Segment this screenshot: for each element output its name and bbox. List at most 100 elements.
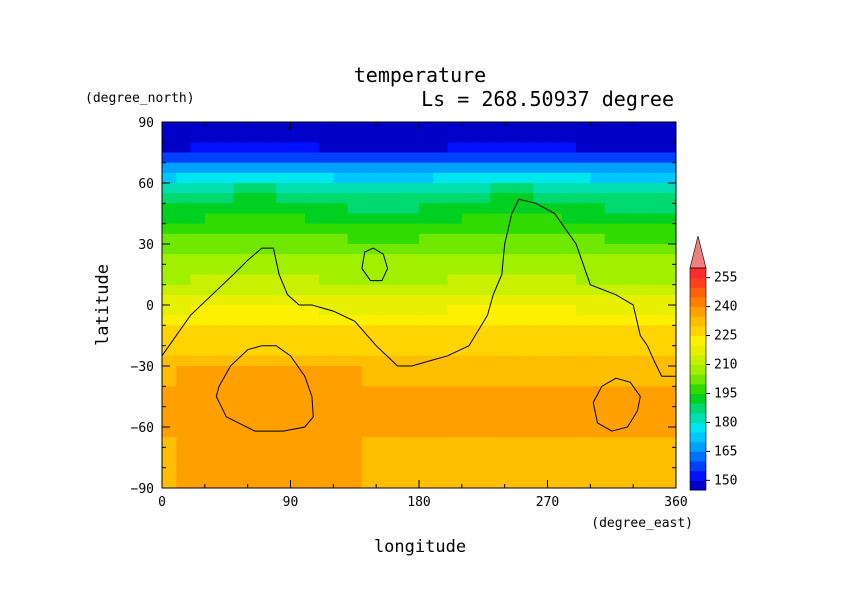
heatmap-cell xyxy=(433,122,449,133)
heatmap-cell xyxy=(533,233,549,245)
heatmap-cell xyxy=(561,132,577,143)
heatmap-cell xyxy=(561,467,577,479)
heatmap-cell xyxy=(333,254,349,265)
heatmap-cell xyxy=(518,447,534,459)
heatmap-cell xyxy=(633,264,649,276)
heatmap-cell xyxy=(176,223,192,235)
heatmap-cell xyxy=(276,193,292,204)
heatmap-cell xyxy=(219,274,234,286)
heatmap-cell xyxy=(261,264,277,276)
heatmap-cell xyxy=(176,386,192,398)
heatmap-cell xyxy=(504,376,520,387)
heatmap-cell xyxy=(576,305,591,316)
heatmap-cell xyxy=(304,142,320,154)
heatmap-cell xyxy=(162,193,177,204)
heatmap-cell xyxy=(176,406,192,418)
heatmap-cell xyxy=(219,284,234,296)
heatmap-cell xyxy=(518,355,534,367)
heatmap-cell xyxy=(604,366,620,377)
heatmap-cell xyxy=(304,213,320,225)
heatmap-cell xyxy=(290,122,306,133)
heatmap-cell xyxy=(547,233,563,245)
heatmap-cell xyxy=(319,264,334,276)
heatmap-cell xyxy=(433,477,449,488)
heatmap-cell xyxy=(504,264,520,276)
heatmap-cell xyxy=(290,376,306,387)
heatmap-cell xyxy=(361,406,377,418)
heatmap-cell xyxy=(618,152,634,164)
heatmap-cell xyxy=(204,254,220,265)
heatmap-cell xyxy=(547,152,563,164)
heatmap-cell xyxy=(561,223,577,235)
heatmap-cell xyxy=(347,203,363,215)
contour-line xyxy=(361,247,389,282)
heatmap-cell xyxy=(419,203,434,215)
heatmap-cell xyxy=(447,305,463,316)
heatmap-cell xyxy=(404,315,420,326)
heatmap-cell xyxy=(490,193,506,204)
heatmap-cell xyxy=(247,345,263,357)
heatmap-cell xyxy=(190,335,206,347)
heatmap-cell xyxy=(504,213,520,225)
heatmap-cell xyxy=(276,172,292,184)
heatmap-cell xyxy=(647,264,663,276)
heatmap-cell xyxy=(347,437,363,448)
x-axis-title: longitude xyxy=(374,537,466,557)
heatmap-cell xyxy=(647,183,663,194)
heatmap-cell xyxy=(276,233,292,245)
heatmap-cell xyxy=(533,355,549,367)
heatmap-cell xyxy=(376,325,392,337)
heatmap-cell xyxy=(633,427,649,438)
heatmap-cell xyxy=(176,396,192,408)
heatmap-cell xyxy=(361,223,377,235)
heatmap-cell xyxy=(433,233,449,245)
heatmap-cell xyxy=(604,437,620,448)
heatmap-cell xyxy=(576,203,591,215)
heatmap-cell xyxy=(290,467,306,479)
heatmap-cell xyxy=(633,254,649,265)
heatmap-cell xyxy=(376,172,392,184)
heatmap-cell xyxy=(647,457,663,469)
heatmap-cell xyxy=(176,142,192,154)
heatmap-cell xyxy=(390,172,406,184)
heatmap-cell xyxy=(219,477,234,488)
heatmap-cell xyxy=(404,223,420,235)
heatmap-cell xyxy=(290,386,306,398)
heatmap-cell xyxy=(661,203,676,215)
heatmap-cell xyxy=(604,152,620,164)
heatmap-cell xyxy=(376,467,392,479)
heatmap-cell xyxy=(162,477,177,488)
heatmap-cell xyxy=(447,162,463,174)
heatmap-cell xyxy=(647,305,663,316)
heatmap-cell xyxy=(319,477,334,488)
heatmap-cell xyxy=(219,305,234,316)
heatmap-cell xyxy=(647,416,663,428)
heatmap-cell xyxy=(447,264,463,276)
heatmap-cell xyxy=(233,477,249,488)
heatmap-cell xyxy=(518,284,534,296)
heatmap-cell xyxy=(476,376,491,387)
heatmap-cell xyxy=(247,355,263,367)
heatmap-cell xyxy=(162,335,177,347)
heatmap-cell xyxy=(190,355,206,367)
heatmap-cell xyxy=(647,376,663,387)
heatmap-cell xyxy=(518,437,534,448)
heatmap-cell xyxy=(204,315,220,326)
heatmap-cell xyxy=(376,183,392,194)
heatmap-cell xyxy=(162,416,177,428)
heatmap-cell xyxy=(333,162,349,174)
heatmap-cell xyxy=(404,467,420,479)
heatmap-cell xyxy=(533,223,549,235)
heatmap-cell xyxy=(204,305,220,316)
heatmap-cell xyxy=(376,366,392,377)
heatmap-cell xyxy=(590,366,606,377)
heatmap-cell xyxy=(419,477,434,488)
heatmap-cell xyxy=(190,305,206,316)
heatmap-cell xyxy=(461,223,477,235)
heatmap-cell xyxy=(390,386,406,398)
heatmap-cell xyxy=(518,386,534,398)
heatmap-cell xyxy=(404,162,420,174)
heatmap-cell xyxy=(333,132,349,143)
heatmap-cell xyxy=(490,294,506,306)
heatmap-cell xyxy=(233,467,249,479)
